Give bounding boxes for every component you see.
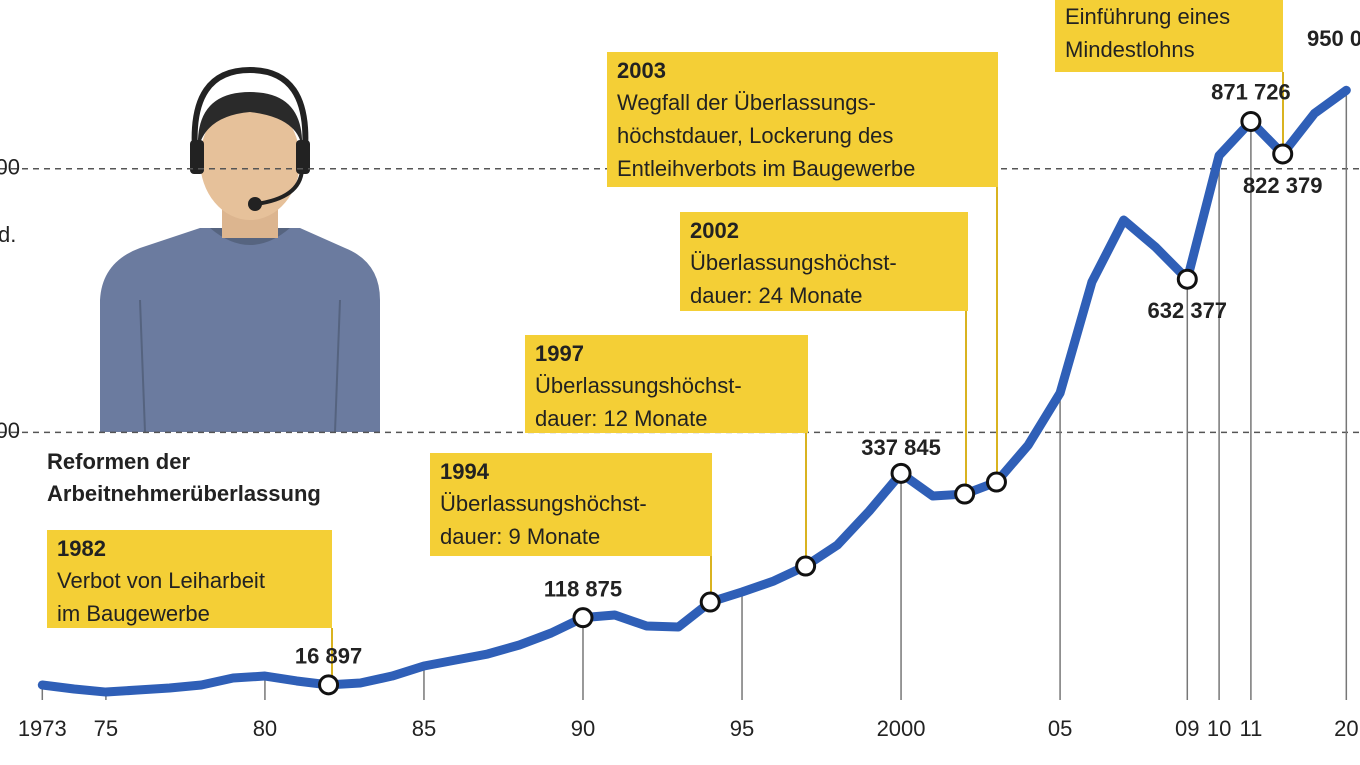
agent-illustration [100, 66, 380, 433]
annotation-text: Entleihverbots im Baugewerbe [617, 156, 915, 181]
y-tick-label: 00 [0, 155, 20, 180]
value-label: 632 377 [1148, 298, 1228, 323]
marker [890, 462, 912, 484]
annotation-year: 2003 [617, 58, 666, 83]
x-tick-label: 20 [1334, 716, 1358, 741]
x-tick-label: 05 [1048, 716, 1072, 741]
marker [699, 591, 721, 613]
annotation-box [607, 52, 998, 187]
x-tick-label: 11 [1239, 716, 1262, 741]
edge-label: 950 0 [1307, 26, 1360, 51]
annotation-text: im Baugewerbe [57, 601, 210, 626]
marker [1176, 268, 1198, 290]
annotation-text: Überlassungshöchst- [690, 250, 897, 275]
x-tick-label: 75 [94, 716, 118, 741]
annotation-text: höchstdauer, Lockerung des [617, 123, 893, 148]
annotation-text: Verbot von Leiharbeit [57, 568, 265, 593]
x-tick-label: 10 [1207, 716, 1231, 741]
marker [572, 607, 594, 629]
marker [318, 674, 340, 696]
value-label: 337 845 [861, 435, 941, 460]
marker [1272, 143, 1294, 165]
annotation-box [430, 453, 712, 556]
annotation-text: dauer: 9 Monate [440, 524, 600, 549]
value-label: 118 875 [544, 576, 622, 601]
marker [985, 471, 1007, 493]
annotation-box [1055, 0, 1283, 72]
annotation-year: 2002 [690, 218, 739, 243]
x-tick-label: 95 [730, 716, 754, 741]
marker [1240, 110, 1262, 132]
annotation-text: Wegfall der Überlassungs- [617, 90, 876, 115]
annotation-text: Überlassungshöchst- [535, 373, 742, 398]
value-label: 822 379 [1243, 173, 1323, 198]
x-tick-label: 85 [412, 716, 436, 741]
annotation-text: Mindestlohns [1065, 37, 1195, 62]
x-tick-label: 09 [1175, 716, 1199, 741]
annotation-year: 1997 [535, 341, 584, 366]
annotation-text: dauer: 12 Monate [535, 406, 707, 431]
annotation-box [47, 530, 332, 628]
heading: Arbeitnehmerüberlassung [47, 481, 321, 506]
annotation-text: dauer: 24 Monate [690, 283, 862, 308]
annotation-box [525, 335, 808, 433]
x-tick-label: 90 [571, 716, 595, 741]
annotation-year: 1994 [440, 459, 490, 484]
series-line [37, 85, 1351, 697]
marker [954, 483, 976, 505]
annotation-box [680, 212, 968, 311]
heading: Reformen der [47, 449, 190, 474]
x-tick-label: 80 [253, 716, 277, 741]
marker [795, 555, 817, 577]
value-label: 16 897 [295, 644, 362, 669]
annotation-year: 1982 [57, 536, 106, 561]
y-unit: d. [0, 222, 16, 247]
x-tick-label: 2000 [877, 716, 926, 741]
value-label: 871 726 [1211, 79, 1291, 104]
annotation-text: Überlassungshöchst- [440, 491, 647, 516]
y-tick-label: 00 [0, 418, 20, 443]
annotation-text: Einführung eines [1065, 4, 1230, 29]
x-tick-label: 1973 [18, 716, 67, 741]
